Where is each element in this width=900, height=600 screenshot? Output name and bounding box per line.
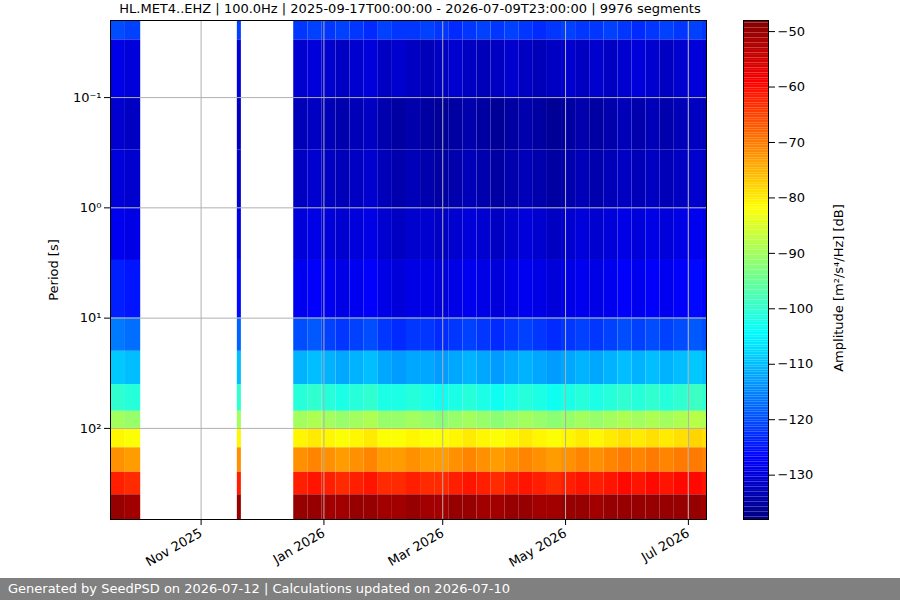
svg-text:Mar 2026: Mar 2026 [385, 525, 446, 569]
html-text:HL.MET4..EHZ | 100.0Hz | 2025-: HL.MET4..EHZ | 100.0Hz | 2025-09-17T00:0… [119, 1, 701, 16]
svg-text:−90: −90 [778, 246, 805, 261]
svg-text:10⁻¹: 10⁻¹ [73, 90, 102, 105]
svg-text:10²: 10² [80, 421, 102, 436]
svg-text:−50: −50 [778, 24, 805, 39]
svg-text:10¹: 10¹ [80, 310, 102, 325]
svg-text:−110: −110 [778, 356, 814, 371]
svg-text:10⁰: 10⁰ [80, 200, 102, 215]
html-text:Amplitude [m²/s⁴/Hz] [dB]: Amplitude [m²/s⁴/Hz] [dB] [830, 204, 846, 372]
svg-text:−60: −60 [778, 79, 805, 94]
svg-text:−120: −120 [778, 412, 814, 427]
svg-text:Jan 2026: Jan 2026 [270, 525, 328, 567]
svg-text:−100: −100 [778, 301, 814, 316]
svg-text:Period [s]: Period [s] [46, 239, 61, 301]
svg-text:−70: −70 [778, 135, 805, 150]
html-text:Generated by SeedPSD on 2026-0: Generated by SeedPSD on 2026-07-12 | Cal… [8, 581, 510, 596]
svg-text:Jul 2026: Jul 2026 [638, 525, 692, 565]
svg-text:−130: −130 [778, 467, 814, 482]
svg-text:May 2026: May 2026 [506, 525, 569, 570]
svg-text:Nov 2025: Nov 2025 [143, 525, 205, 569]
svg-text:−80: −80 [778, 190, 805, 205]
